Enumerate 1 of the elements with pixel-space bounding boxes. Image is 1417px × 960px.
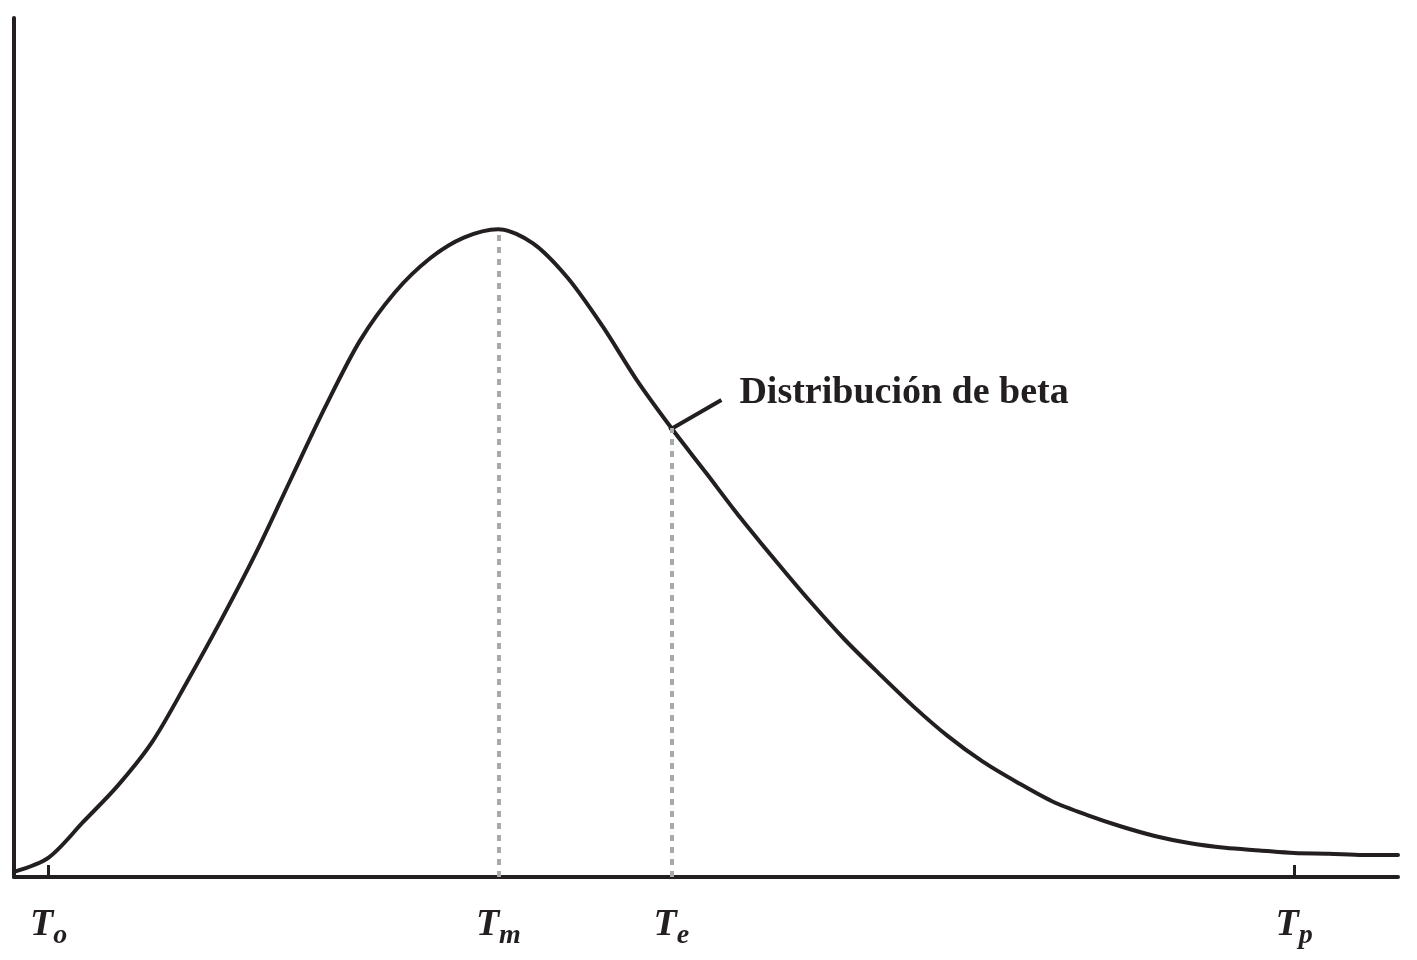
annotation: Distribución de beta [739,369,1069,412]
